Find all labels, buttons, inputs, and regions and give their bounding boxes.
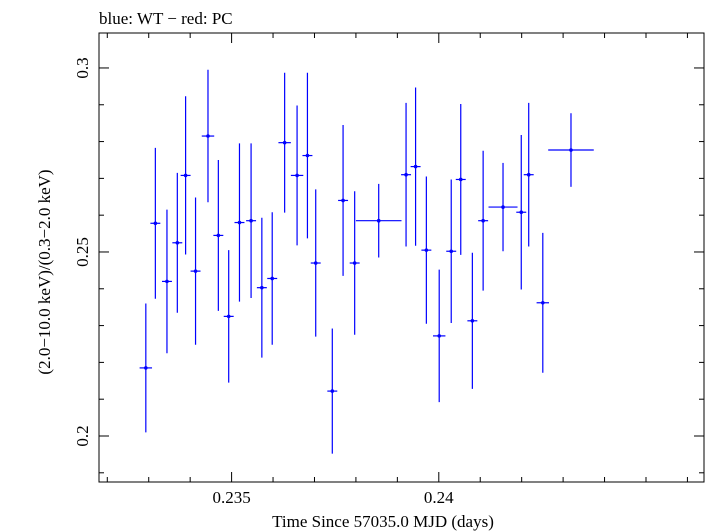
data-point [290,105,304,246]
data-point [410,87,421,246]
point-marker [295,173,299,178]
point-marker [519,210,524,215]
point-marker [501,205,505,209]
point-marker [413,164,418,169]
y-tick-label: 0.3 [73,57,92,78]
data-point [302,72,313,239]
data-point [455,104,466,255]
point-marker [193,269,198,273]
data-point [523,102,534,247]
point-marker [458,177,463,182]
data-point [180,96,191,255]
data-point [172,172,183,313]
data-point [516,134,527,290]
point-marker [226,314,231,319]
data-point [201,69,215,203]
data-point [310,189,321,337]
data-point [432,269,446,403]
data-point [190,197,201,345]
point-marker [437,334,442,338]
point-marker [330,389,335,393]
data-point [488,162,518,252]
data-point [327,328,338,454]
axis-ticks [99,33,704,482]
data-point [267,212,278,345]
data-point [213,159,224,311]
y-tick-label: 0.2 [73,425,92,446]
data-point [139,303,153,433]
point-marker [424,248,429,252]
data-point [421,176,432,324]
data-point [278,72,291,213]
y-tick-label: 0.25 [73,237,92,267]
point-marker [305,153,310,158]
data-point [234,143,245,302]
point-marker [153,221,158,226]
point-marker [470,319,475,323]
data-point [246,143,257,298]
data-point [349,191,360,335]
point-marker [165,279,169,284]
point-marker [449,249,454,254]
x-tick-label: 0.235 [212,488,250,507]
data-point [150,147,161,299]
tick-labels: 0.235 0.24 0.2 0.25 0.3 [73,57,454,507]
point-marker [352,261,357,265]
data-series [139,69,594,454]
point-marker [341,198,345,203]
data-point [338,125,349,276]
point-marker [216,233,221,238]
point-marker [237,220,242,225]
data-point [478,150,489,291]
data-point [256,217,267,358]
point-marker [175,240,180,245]
data-point [467,252,478,389]
data-point [401,102,412,247]
point-marker [313,261,318,265]
point-marker [260,285,264,290]
point-marker [270,276,275,281]
point-marker [481,218,485,223]
point-marker [376,218,381,223]
point-marker [404,172,408,177]
data-point [355,183,402,258]
point-marker [282,140,287,145]
point-marker [144,366,148,370]
point-marker [206,134,210,138]
data-point [223,250,234,383]
data-point [548,113,594,187]
point-marker [541,300,545,305]
point-marker [526,172,531,177]
data-point [161,209,172,354]
plot-frame [98,32,705,483]
point-marker [249,218,253,223]
point-marker [183,173,188,178]
data-point [536,232,550,373]
x-tick-label: 0.24 [424,488,454,507]
data-point [446,179,457,324]
chart-title: blue: WT − red: PC [99,9,233,28]
y-axis-label: (2.0−10.0 keV)/(0.3−2.0 keV) [35,169,54,374]
x-axis-label: Time Since 57035.0 MJD (days) [272,512,494,531]
point-marker [569,148,573,152]
